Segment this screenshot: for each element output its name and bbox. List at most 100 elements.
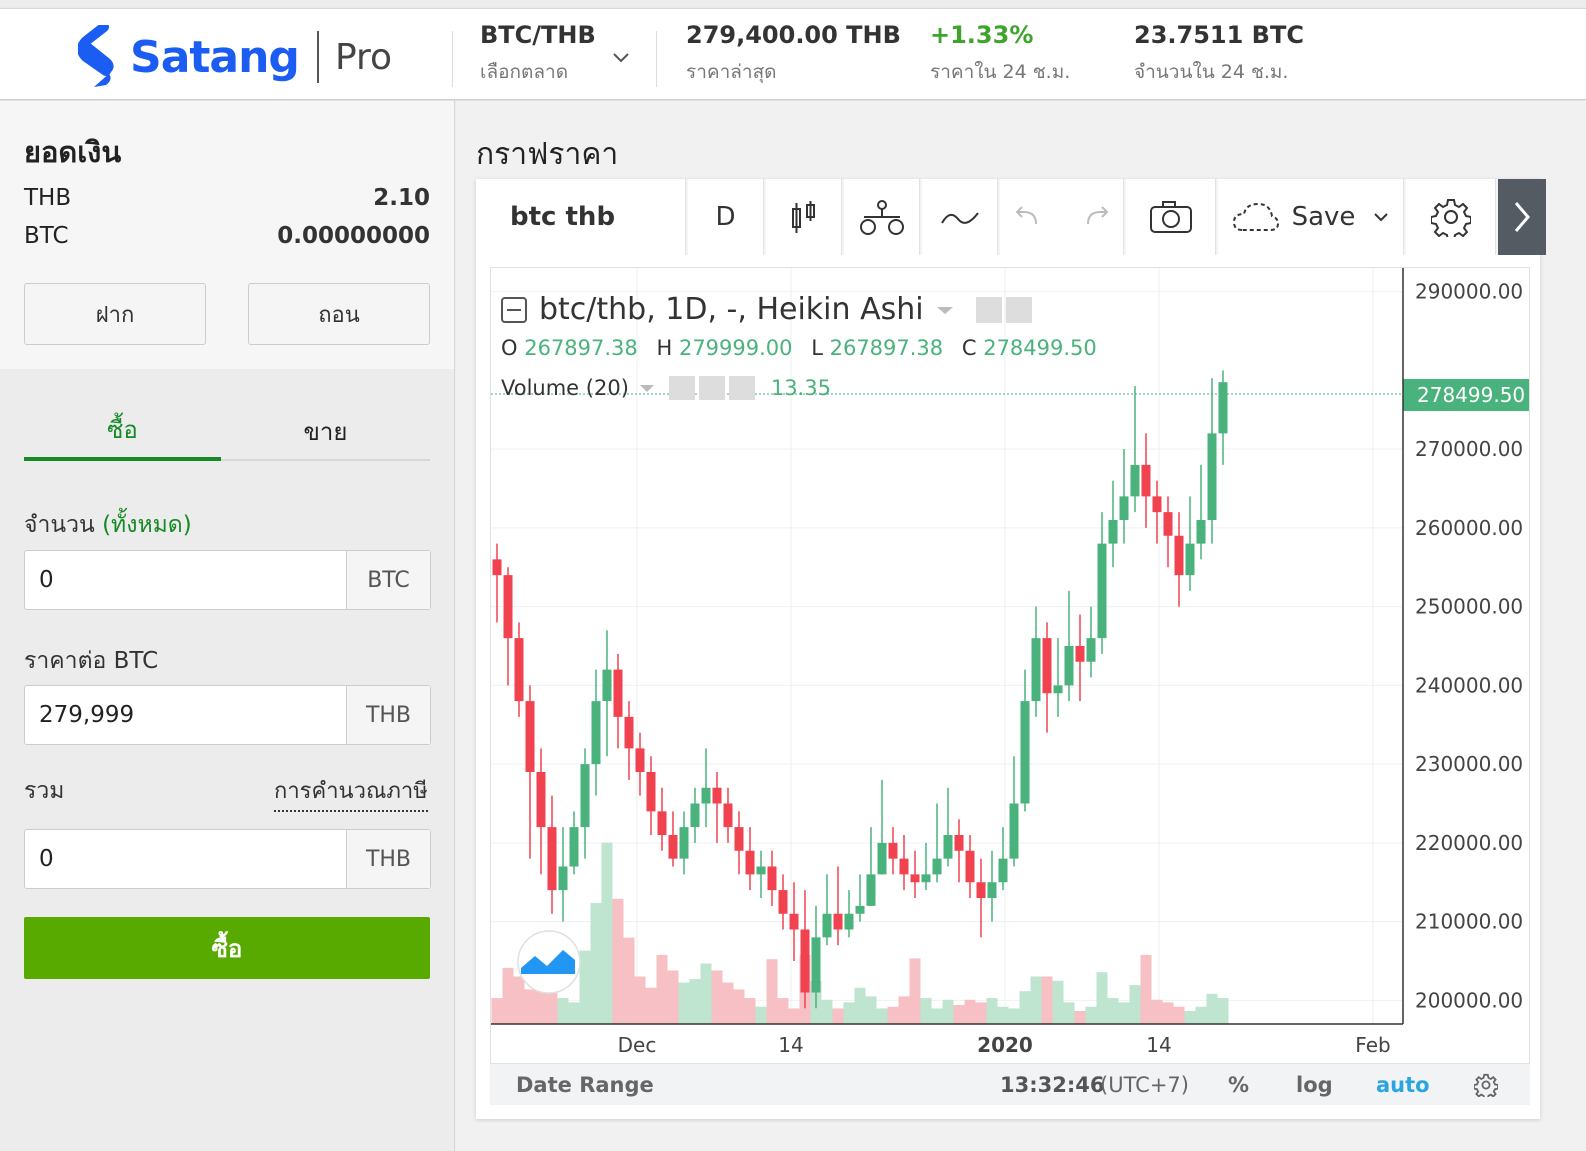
volume-bar bbox=[513, 976, 525, 1024]
indicators-button[interactable] bbox=[922, 179, 998, 255]
volume-bar bbox=[1096, 972, 1108, 1024]
balance-currency: BTC bbox=[24, 223, 69, 249]
chart-type-button[interactable] bbox=[766, 179, 842, 255]
eye-icon[interactable] bbox=[668, 376, 695, 400]
tab-buy[interactable]: ซื้อ bbox=[24, 401, 221, 461]
chart-toolbar: btc thb D Save bbox=[490, 179, 1546, 255]
percent-toggle[interactable]: % bbox=[1228, 1073, 1250, 1097]
y-tick-label: 240000.00 bbox=[1415, 673, 1523, 697]
volume-bar bbox=[1173, 1006, 1185, 1024]
candle-body bbox=[569, 827, 579, 867]
volume-bar bbox=[1129, 985, 1141, 1024]
price-change-label: ราคาใน 24 ช.ม. bbox=[930, 61, 1071, 83]
balance-row-btc: BTC 0.00000000 bbox=[24, 223, 430, 249]
volume-bar bbox=[1184, 1011, 1196, 1024]
symbol-label: btc thb bbox=[510, 202, 616, 232]
close-icon[interactable] bbox=[728, 376, 755, 400]
compare-button[interactable] bbox=[844, 179, 920, 255]
collapse-icon[interactable] bbox=[501, 296, 527, 323]
amount-all-link[interactable]: (ทั้งหมด) bbox=[102, 512, 192, 538]
candle-body bbox=[1141, 464, 1151, 497]
candle-body bbox=[778, 890, 788, 914]
expand-toolbar-button[interactable] bbox=[1498, 179, 1546, 255]
last-price-tag-bg bbox=[1403, 379, 1529, 411]
withdraw-button[interactable]: ถอน bbox=[248, 283, 430, 345]
tax-calc-link[interactable]: การคำนวณภาษี bbox=[274, 773, 428, 812]
volume-bar bbox=[1195, 1006, 1207, 1024]
candle-body bbox=[745, 850, 755, 875]
volume-legend-title: Volume (20) bbox=[501, 376, 629, 400]
compare-icon bbox=[859, 200, 904, 235]
candle-body bbox=[1097, 543, 1107, 639]
deposit-button[interactable]: ฝาก bbox=[24, 283, 206, 345]
buy-submit-button[interactable]: ซื้อ bbox=[24, 917, 430, 979]
total-field: THB bbox=[24, 829, 431, 889]
candle-body bbox=[624, 716, 634, 749]
volume-bar bbox=[502, 967, 514, 1024]
volume-bar bbox=[568, 1002, 580, 1024]
save-button[interactable]: Save bbox=[1218, 179, 1404, 255]
volume-bar bbox=[1162, 1002, 1174, 1024]
volume-bar bbox=[1118, 1002, 1130, 1024]
chevron-down-icon[interactable] bbox=[934, 302, 956, 318]
gear-icon[interactable] bbox=[1474, 1073, 1498, 1097]
symbol-search[interactable]: btc thb bbox=[490, 179, 686, 255]
divider bbox=[656, 31, 657, 87]
x-tick-label: 14 bbox=[1146, 1033, 1171, 1057]
candle-body bbox=[866, 874, 876, 906]
candle-body bbox=[965, 850, 975, 883]
order-tabs: ซื้อ ขาย bbox=[24, 401, 430, 461]
price-chart[interactable]: 290000.00 270000.00 260000.00 250000.00 2400… bbox=[491, 268, 1529, 1064]
chart-footer: Date Range 13:32:46 (UTC+7) % log auto bbox=[490, 1063, 1530, 1105]
tv-logo[interactable] bbox=[517, 930, 581, 994]
candle-body bbox=[1218, 382, 1228, 434]
volume-bar bbox=[623, 937, 635, 1024]
gear-icon[interactable] bbox=[698, 376, 725, 400]
chevron-down-icon[interactable] bbox=[637, 381, 657, 395]
high-label: H bbox=[656, 336, 673, 360]
volume-bar bbox=[1008, 1008, 1020, 1024]
interval-button[interactable]: D bbox=[688, 179, 764, 255]
settings-button[interactable] bbox=[1406, 179, 1496, 255]
market-selector[interactable]: BTC/THB เลือกตลาด bbox=[480, 21, 596, 87]
eye-icon[interactable] bbox=[975, 296, 1002, 323]
tab-sell[interactable]: ขาย bbox=[303, 417, 348, 446]
candle-body bbox=[789, 913, 799, 930]
save-label: Save bbox=[1291, 202, 1356, 232]
chart-area[interactable]: 290000.00 270000.00 260000.00 250000.00 2400… bbox=[490, 267, 1530, 1105]
chevron-down-icon[interactable] bbox=[612, 49, 630, 67]
candle-body bbox=[844, 913, 854, 930]
volume-bar bbox=[975, 1002, 987, 1024]
amount-field: BTC bbox=[24, 550, 431, 610]
legend-title-row: btc/thb, 1D, -, Heikin Ashi bbox=[501, 292, 1032, 327]
total-input[interactable] bbox=[25, 830, 347, 888]
candle-body bbox=[514, 638, 524, 702]
candle-body bbox=[987, 882, 997, 898]
screenshot-button[interactable] bbox=[1126, 179, 1216, 255]
undo-redo-icon[interactable] bbox=[1012, 202, 1112, 232]
logo[interactable]: Satang Pro bbox=[78, 25, 392, 89]
amount-label-row: จำนวน (ทั้งหมด) bbox=[24, 507, 192, 543]
volume-bar bbox=[1107, 998, 1119, 1024]
log-toggle[interactable]: log bbox=[1296, 1073, 1333, 1097]
satang-logo-icon bbox=[78, 25, 114, 87]
chart-container: btc thb D Save bbox=[476, 179, 1546, 1119]
amount-input[interactable] bbox=[25, 551, 347, 609]
volume-bar bbox=[1085, 1006, 1097, 1024]
chart-title: กราฟราคา bbox=[476, 137, 619, 172]
candle-body bbox=[492, 559, 502, 576]
gear-icon[interactable] bbox=[1005, 296, 1032, 323]
cloud-icon bbox=[1232, 202, 1279, 231]
candle-body bbox=[822, 913, 832, 938]
last-price: 279,400.00 THB ราคาล่าสุด bbox=[686, 21, 901, 87]
volume-legend-row: Volume (20) 13.35 bbox=[501, 376, 831, 400]
timezone[interactable]: (UTC+7) bbox=[1100, 1073, 1189, 1097]
price-unit: THB bbox=[346, 686, 430, 744]
volume-bar bbox=[535, 991, 547, 1024]
date-range-button[interactable]: Date Range bbox=[516, 1073, 654, 1097]
auto-toggle[interactable]: auto bbox=[1376, 1073, 1430, 1097]
legend-title: btc/thb, 1D, -, Heikin Ashi bbox=[539, 292, 924, 327]
candle-body bbox=[921, 874, 931, 883]
volume-bar bbox=[733, 989, 745, 1024]
price-input[interactable] bbox=[25, 686, 347, 744]
